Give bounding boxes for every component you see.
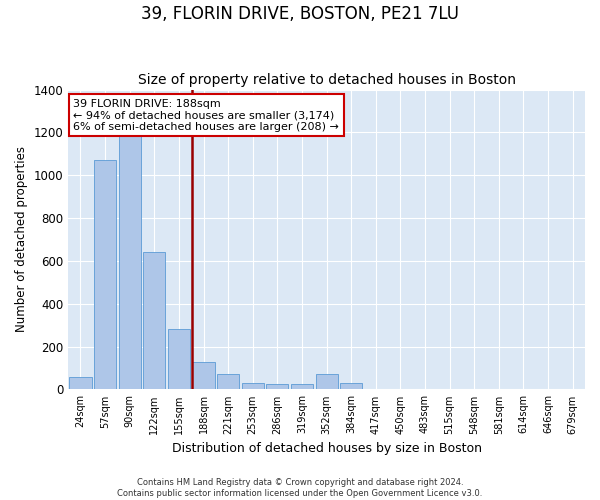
Bar bbox=[168, 330, 190, 390]
Bar bbox=[94, 160, 116, 390]
Bar bbox=[242, 383, 264, 390]
Y-axis label: Number of detached properties: Number of detached properties bbox=[15, 146, 28, 332]
Title: Size of property relative to detached houses in Boston: Size of property relative to detached ho… bbox=[137, 73, 515, 87]
X-axis label: Distribution of detached houses by size in Boston: Distribution of detached houses by size … bbox=[172, 442, 482, 455]
Text: 39 FLORIN DRIVE: 188sqm
← 94% of detached houses are smaller (3,174)
6% of semi-: 39 FLORIN DRIVE: 188sqm ← 94% of detache… bbox=[73, 98, 339, 132]
Bar bbox=[193, 362, 215, 390]
Bar bbox=[217, 374, 239, 390]
Bar bbox=[70, 376, 92, 390]
Bar bbox=[143, 252, 166, 390]
Bar bbox=[316, 374, 338, 390]
Bar bbox=[340, 383, 362, 390]
Bar bbox=[291, 384, 313, 390]
Bar bbox=[119, 120, 141, 390]
Text: 39, FLORIN DRIVE, BOSTON, PE21 7LU: 39, FLORIN DRIVE, BOSTON, PE21 7LU bbox=[141, 5, 459, 23]
Bar bbox=[266, 384, 289, 390]
Text: Contains HM Land Registry data © Crown copyright and database right 2024.
Contai: Contains HM Land Registry data © Crown c… bbox=[118, 478, 482, 498]
